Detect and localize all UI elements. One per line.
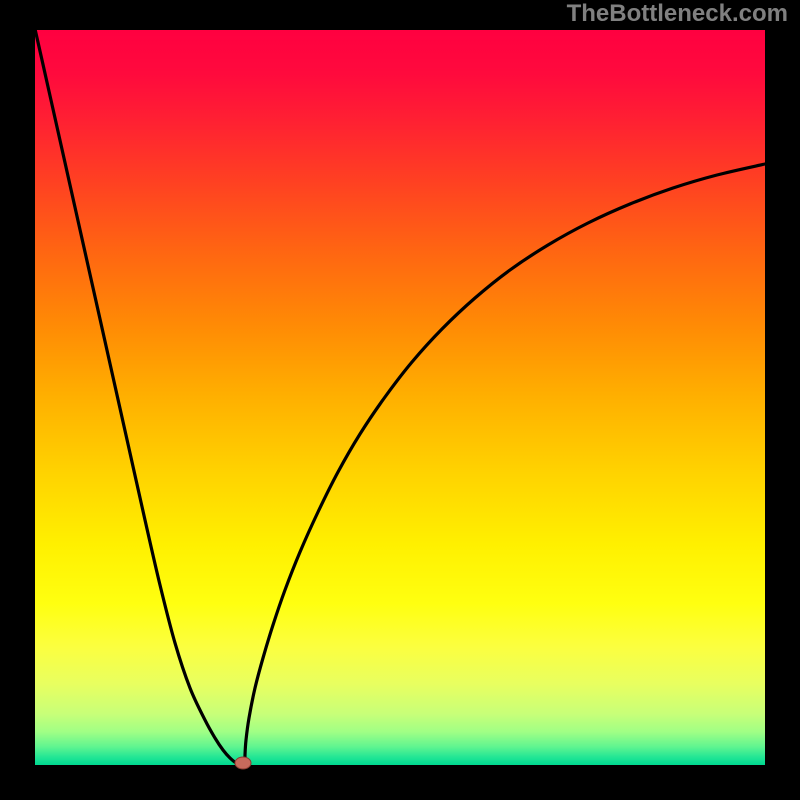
chart-container: { "watermark": { "text": "TheBottleneck.… [0,0,800,800]
chart-background [35,30,765,765]
optimal-point-marker [235,757,251,769]
bottleneck-chart [0,0,800,800]
